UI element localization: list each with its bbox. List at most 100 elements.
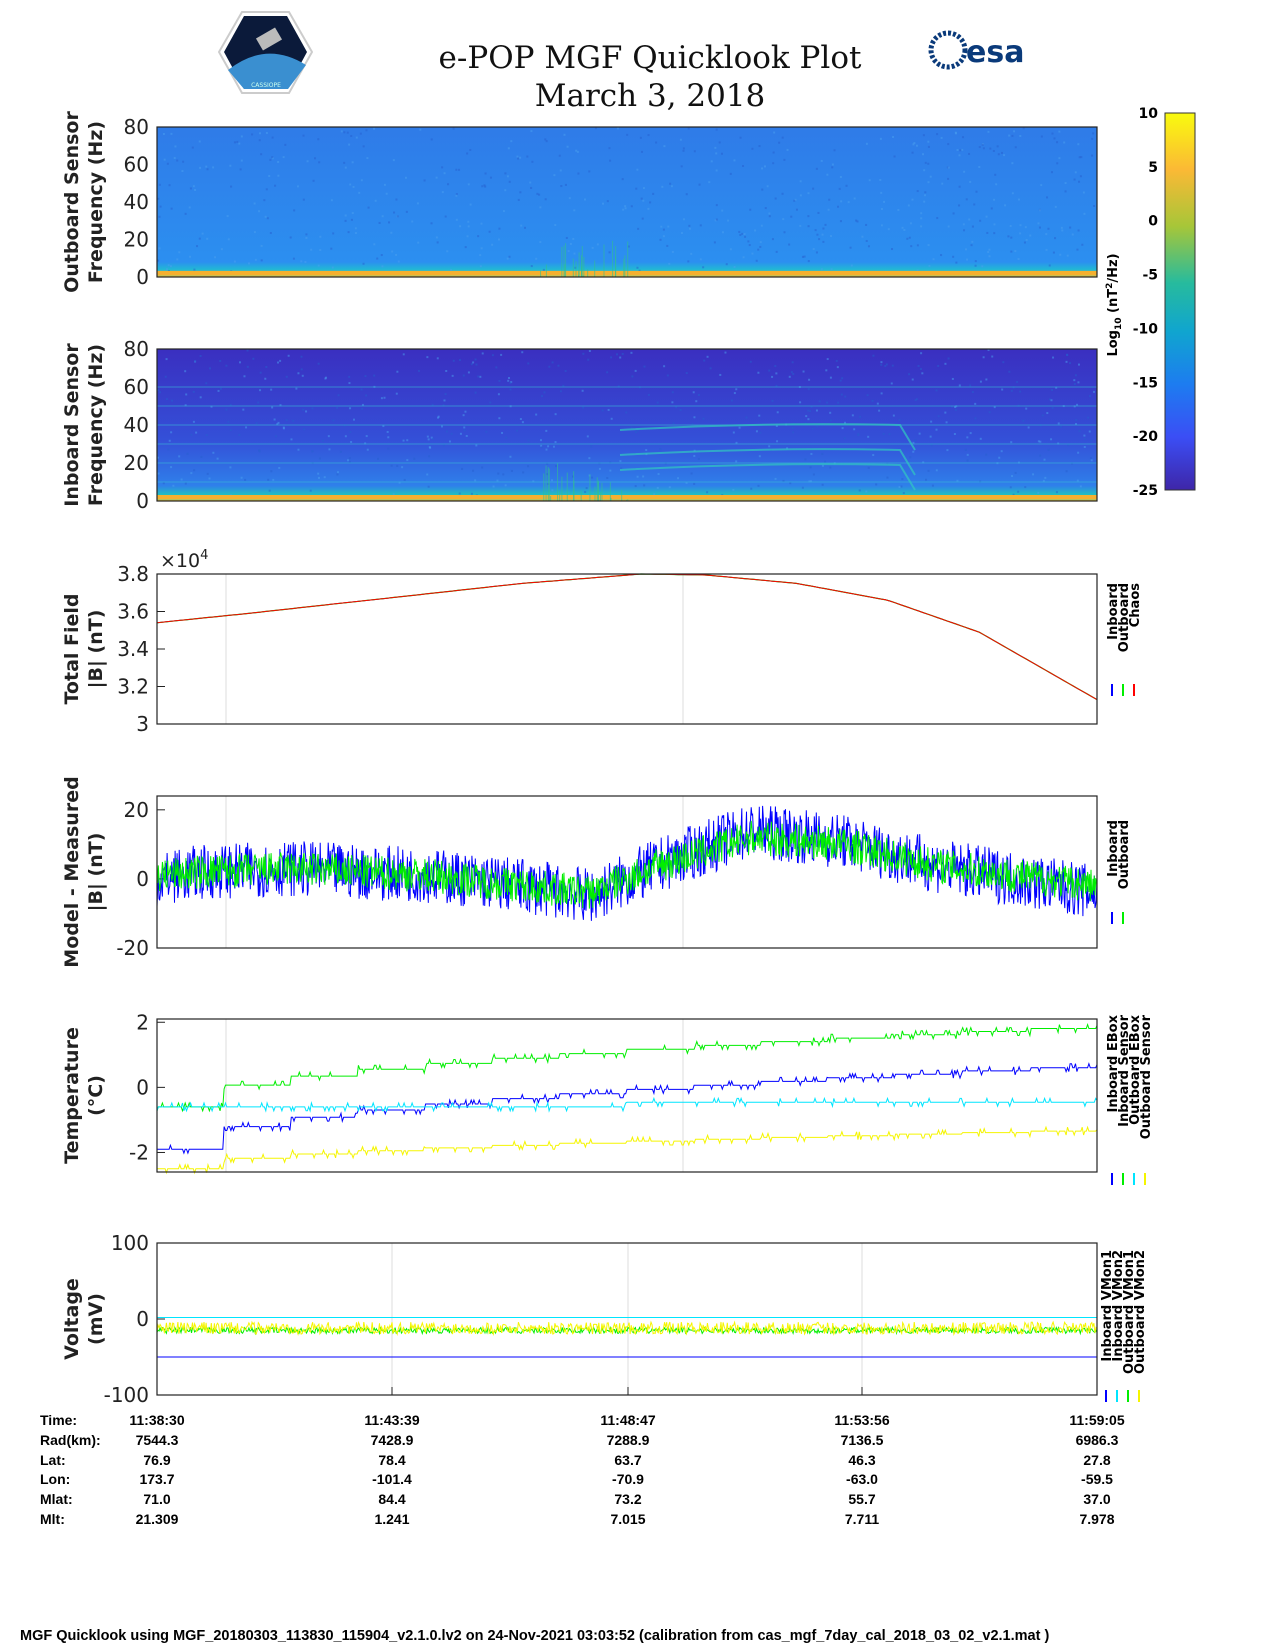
spectrogram-noise <box>444 215 447 218</box>
spectrogram-noise <box>815 251 818 254</box>
spectrogram-noise <box>920 225 923 228</box>
spectrogram-noise <box>1066 254 1069 257</box>
spectrogram-noise <box>349 431 352 434</box>
spectrogram-noise <box>362 262 365 265</box>
spectrogram-noise <box>963 229 966 232</box>
spectrogram-noise <box>892 414 895 417</box>
spectrogram-noise <box>583 198 586 201</box>
spectrogram-noise <box>206 472 209 475</box>
spectrogram-noise <box>916 244 919 247</box>
spectrogram-noise <box>937 415 940 418</box>
spectrogram-noise <box>666 244 669 247</box>
spectrogram-noise <box>1057 442 1060 445</box>
outboard-line <box>156 820 1098 909</box>
spectrogram-noise <box>577 172 580 175</box>
spectrogram-noise <box>337 394 340 397</box>
spectrogram-noise <box>1037 440 1040 443</box>
spectrogram-noise <box>373 374 376 377</box>
spectrogram-noise <box>804 458 807 461</box>
spectrogram-noise <box>826 173 829 176</box>
spectrogram-noise <box>679 138 682 141</box>
spectrogram-noise <box>349 407 352 410</box>
spectrogram-noise <box>1019 390 1022 393</box>
spectrogram-noise <box>682 149 685 152</box>
spectrogram-noise <box>815 167 818 170</box>
spectrogram-noise <box>488 230 491 233</box>
colorbar: 10 5 0 -5 -10 -15 -20 -25 Log10 (nT2/Hz) <box>1105 106 1196 499</box>
spectrogram-noise <box>233 141 236 144</box>
spectrogram-noise <box>544 198 547 201</box>
total-field: 3.8 3.6 3.4 3.2 3 Total Field |B| (nT) ×104 Inbo… <box>61 548 1143 736</box>
spectrogram-noise <box>821 233 824 236</box>
spectrogram-noise <box>474 391 477 394</box>
spectrogram-noise <box>880 191 883 194</box>
spectrogram-noise <box>442 404 445 407</box>
spectrogram-noise <box>479 265 482 268</box>
spectrogram-noise <box>799 224 802 227</box>
spectrogram-noise <box>966 459 969 462</box>
spectrogram-noise <box>793 199 796 202</box>
spectrogram-noise <box>1017 258 1020 261</box>
y-tick-label: 20 <box>124 228 149 252</box>
spectrogram-noise <box>1019 134 1022 137</box>
spectrogram-noise <box>631 375 634 378</box>
spectrogram-noise <box>1013 130 1016 133</box>
spectrogram-noise <box>829 419 832 422</box>
spectrogram-noise <box>840 393 843 396</box>
spectrogram-noise <box>1065 360 1068 363</box>
spectrogram-noise <box>924 161 927 164</box>
spectrogram-noise <box>979 219 982 222</box>
spectrogram-noise <box>959 149 962 152</box>
spectrogram-noise <box>170 207 173 210</box>
y-tick-label: 2 <box>136 1010 149 1034</box>
spectrogram-noise <box>1001 388 1004 391</box>
spectrogram-noise <box>436 357 439 360</box>
spectrogram-noise <box>541 395 544 398</box>
spectrogram-noise <box>402 353 405 356</box>
spectrogram-noise <box>898 419 901 422</box>
spectrogram-noise <box>530 186 533 189</box>
spectrogram-noise <box>810 480 813 483</box>
spectrogram-noise <box>392 493 395 496</box>
spectrogram-noise <box>799 180 802 183</box>
spectrogram-noise <box>898 486 901 489</box>
y-axis-label: Outboard Sensor <box>61 111 83 293</box>
spectrogram-noise <box>775 425 778 428</box>
spectrogram-noise <box>810 452 813 455</box>
plot-date: March 3, 2018 <box>534 78 766 114</box>
spectrogram-noise <box>463 429 466 432</box>
spectrogram-noise <box>498 379 501 382</box>
spectrogram-noise <box>788 375 791 378</box>
voltage-line <box>156 1325 1098 1336</box>
spectrogram-noise <box>284 143 287 146</box>
spectrogram-noise <box>672 422 675 425</box>
spectrogram-noise <box>993 232 996 235</box>
spectrogram-noise <box>184 482 187 485</box>
table-cell: -70.9 <box>612 1471 644 1487</box>
spectrogram-noise <box>807 409 810 412</box>
spectrogram-noise <box>882 432 885 435</box>
spectrogram-noise <box>1029 234 1032 237</box>
spectrogram-noise <box>981 265 984 268</box>
spectrogram-noise <box>393 211 396 214</box>
spectrogram-noise <box>875 483 878 486</box>
spectrogram-noise <box>350 134 353 137</box>
spectrogram-noise <box>247 262 250 265</box>
spectrogram-noise <box>306 160 309 163</box>
spectrogram-noise <box>690 252 693 255</box>
spectrogram-noise <box>351 212 354 215</box>
spectrogram-noise <box>661 185 664 188</box>
spectrogram-noise <box>859 415 862 418</box>
spectrogram-noise <box>865 239 868 242</box>
temperature-line <box>156 1023 1098 1113</box>
spectrogram-noise <box>1032 473 1035 476</box>
legend-label: Outboard EBox <box>1128 1014 1143 1124</box>
spectrogram-noise <box>742 164 745 167</box>
spectrogram-noise <box>760 224 763 227</box>
spectrogram-noise <box>691 423 694 426</box>
spectrogram-noise <box>958 185 961 188</box>
spectrogram-noise <box>397 260 400 263</box>
spectrogram-noise <box>1045 248 1048 251</box>
svg-text:CASSIOPE: CASSIOPE <box>251 82 281 89</box>
spectrogram-noise <box>201 232 204 235</box>
